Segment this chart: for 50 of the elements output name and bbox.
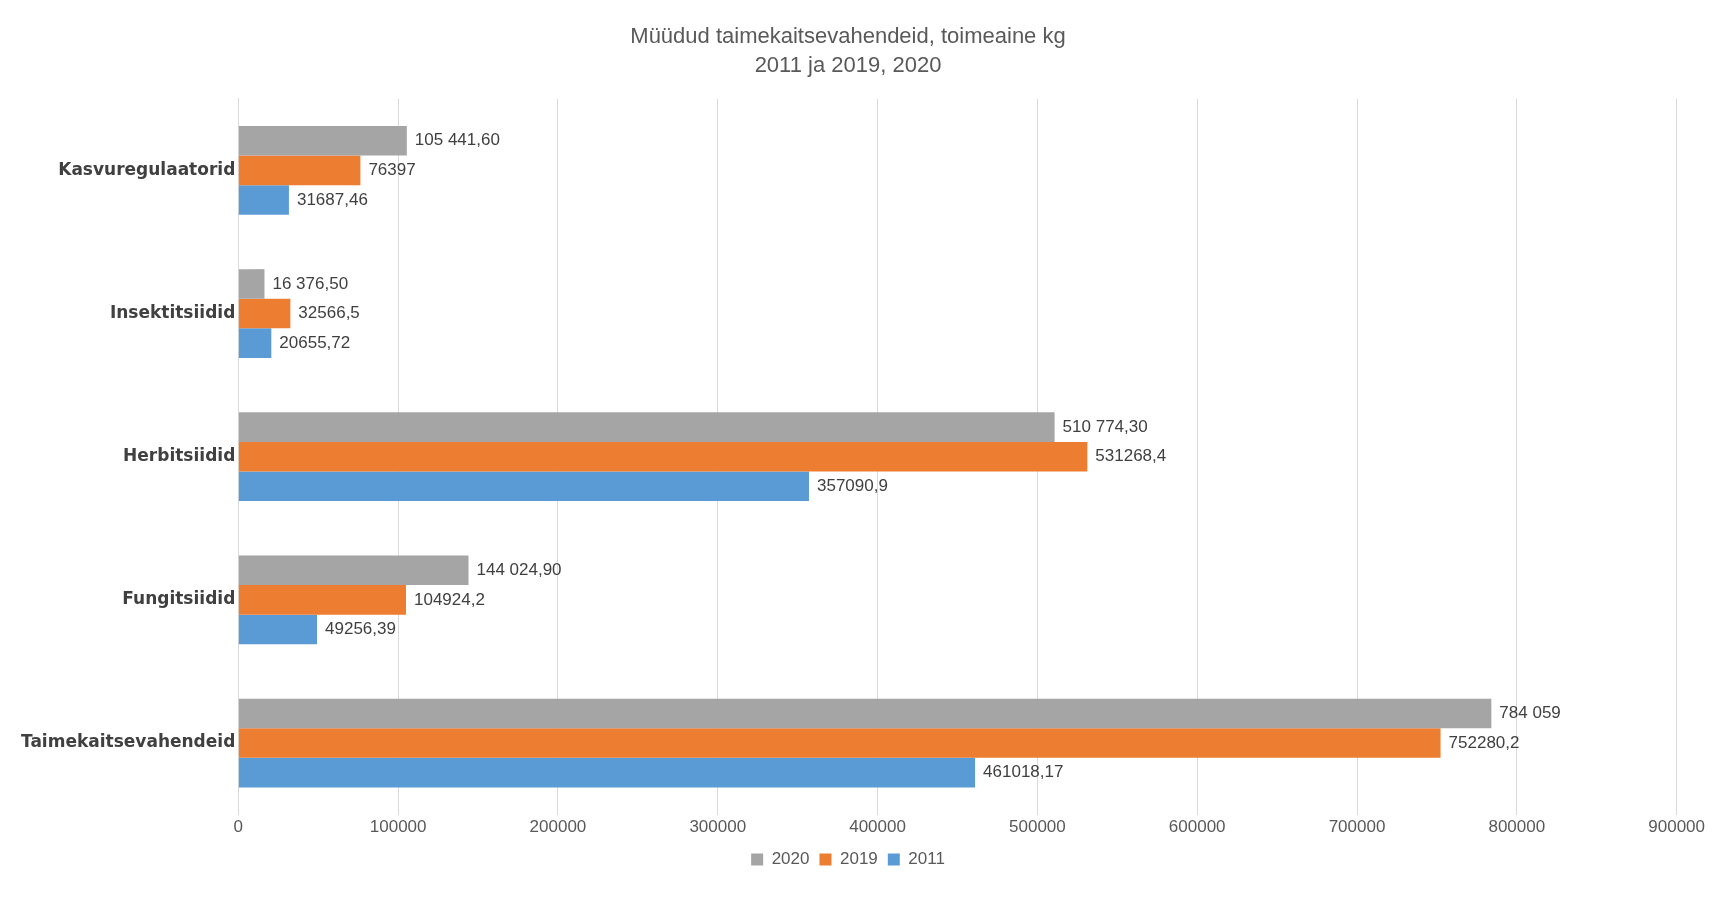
x-tick-label: 200000 [529,817,587,837]
legend-label: 2020 [771,849,810,869]
y-tick-label: Insektitsiidid [109,301,236,322]
data-label: 16 376,50 [272,273,349,293]
data-label: 49256,39 [325,619,396,639]
data-label: 20655,72 [279,332,351,352]
bar [238,155,361,186]
legend-label: 2019 [839,849,878,869]
data-label: 32566,5 [298,303,360,323]
bar [238,328,272,358]
bar [238,757,976,788]
x-tick-label: 900000 [1648,817,1705,837]
data-label: 144 024,90 [476,559,562,579]
x-tick-label: 600000 [1168,817,1226,837]
y-tick-label: Taimekaitsevahendeid [21,731,236,752]
data-label: 510 774,30 [1062,416,1148,436]
data-label: 752280,2 [1448,732,1520,752]
bar [238,614,318,645]
data-label: 531268,4 [1095,446,1167,466]
x-tick-label: 300000 [689,817,747,837]
y-tick-label: Kasvuregulaatorid [58,158,236,179]
bar [238,185,289,215]
bar [238,298,291,329]
bar [238,585,406,615]
bar [238,555,469,586]
legend-label: 2011 [908,849,945,869]
x-tick-label: 0 [233,817,244,837]
x-tick-label: 700000 [1328,817,1386,837]
bar [238,269,265,299]
bar [238,728,1441,758]
chart-subtitle: 2011 ja 2019, 2020 [754,51,942,77]
bar [238,412,1055,442]
data-label: 104924,2 [413,589,485,609]
data-label: 76397 [368,160,416,180]
y-tick-label: Fungitsiidid [122,588,236,609]
x-tick-label: 800000 [1488,817,1546,837]
x-tick-label: 100000 [369,817,427,837]
x-tick-label: 500000 [1009,817,1066,837]
x-tick-label: 400000 [849,817,906,837]
bar [238,698,1492,729]
data-label: 31687,46 [296,189,368,209]
bar [238,126,407,156]
y-tick-label: Herbitsiidid [123,445,236,466]
data-label: 105 441,60 [414,130,500,150]
data-label: 784 059 [1499,703,1561,723]
data-label: 357090,9 [816,475,888,495]
bar [238,471,809,502]
bar [238,441,1088,472]
chart-title: Müüdud taimekaitsevahendeid, toimeaine kg [630,23,1066,49]
data-label: 461018,17 [983,762,1064,782]
